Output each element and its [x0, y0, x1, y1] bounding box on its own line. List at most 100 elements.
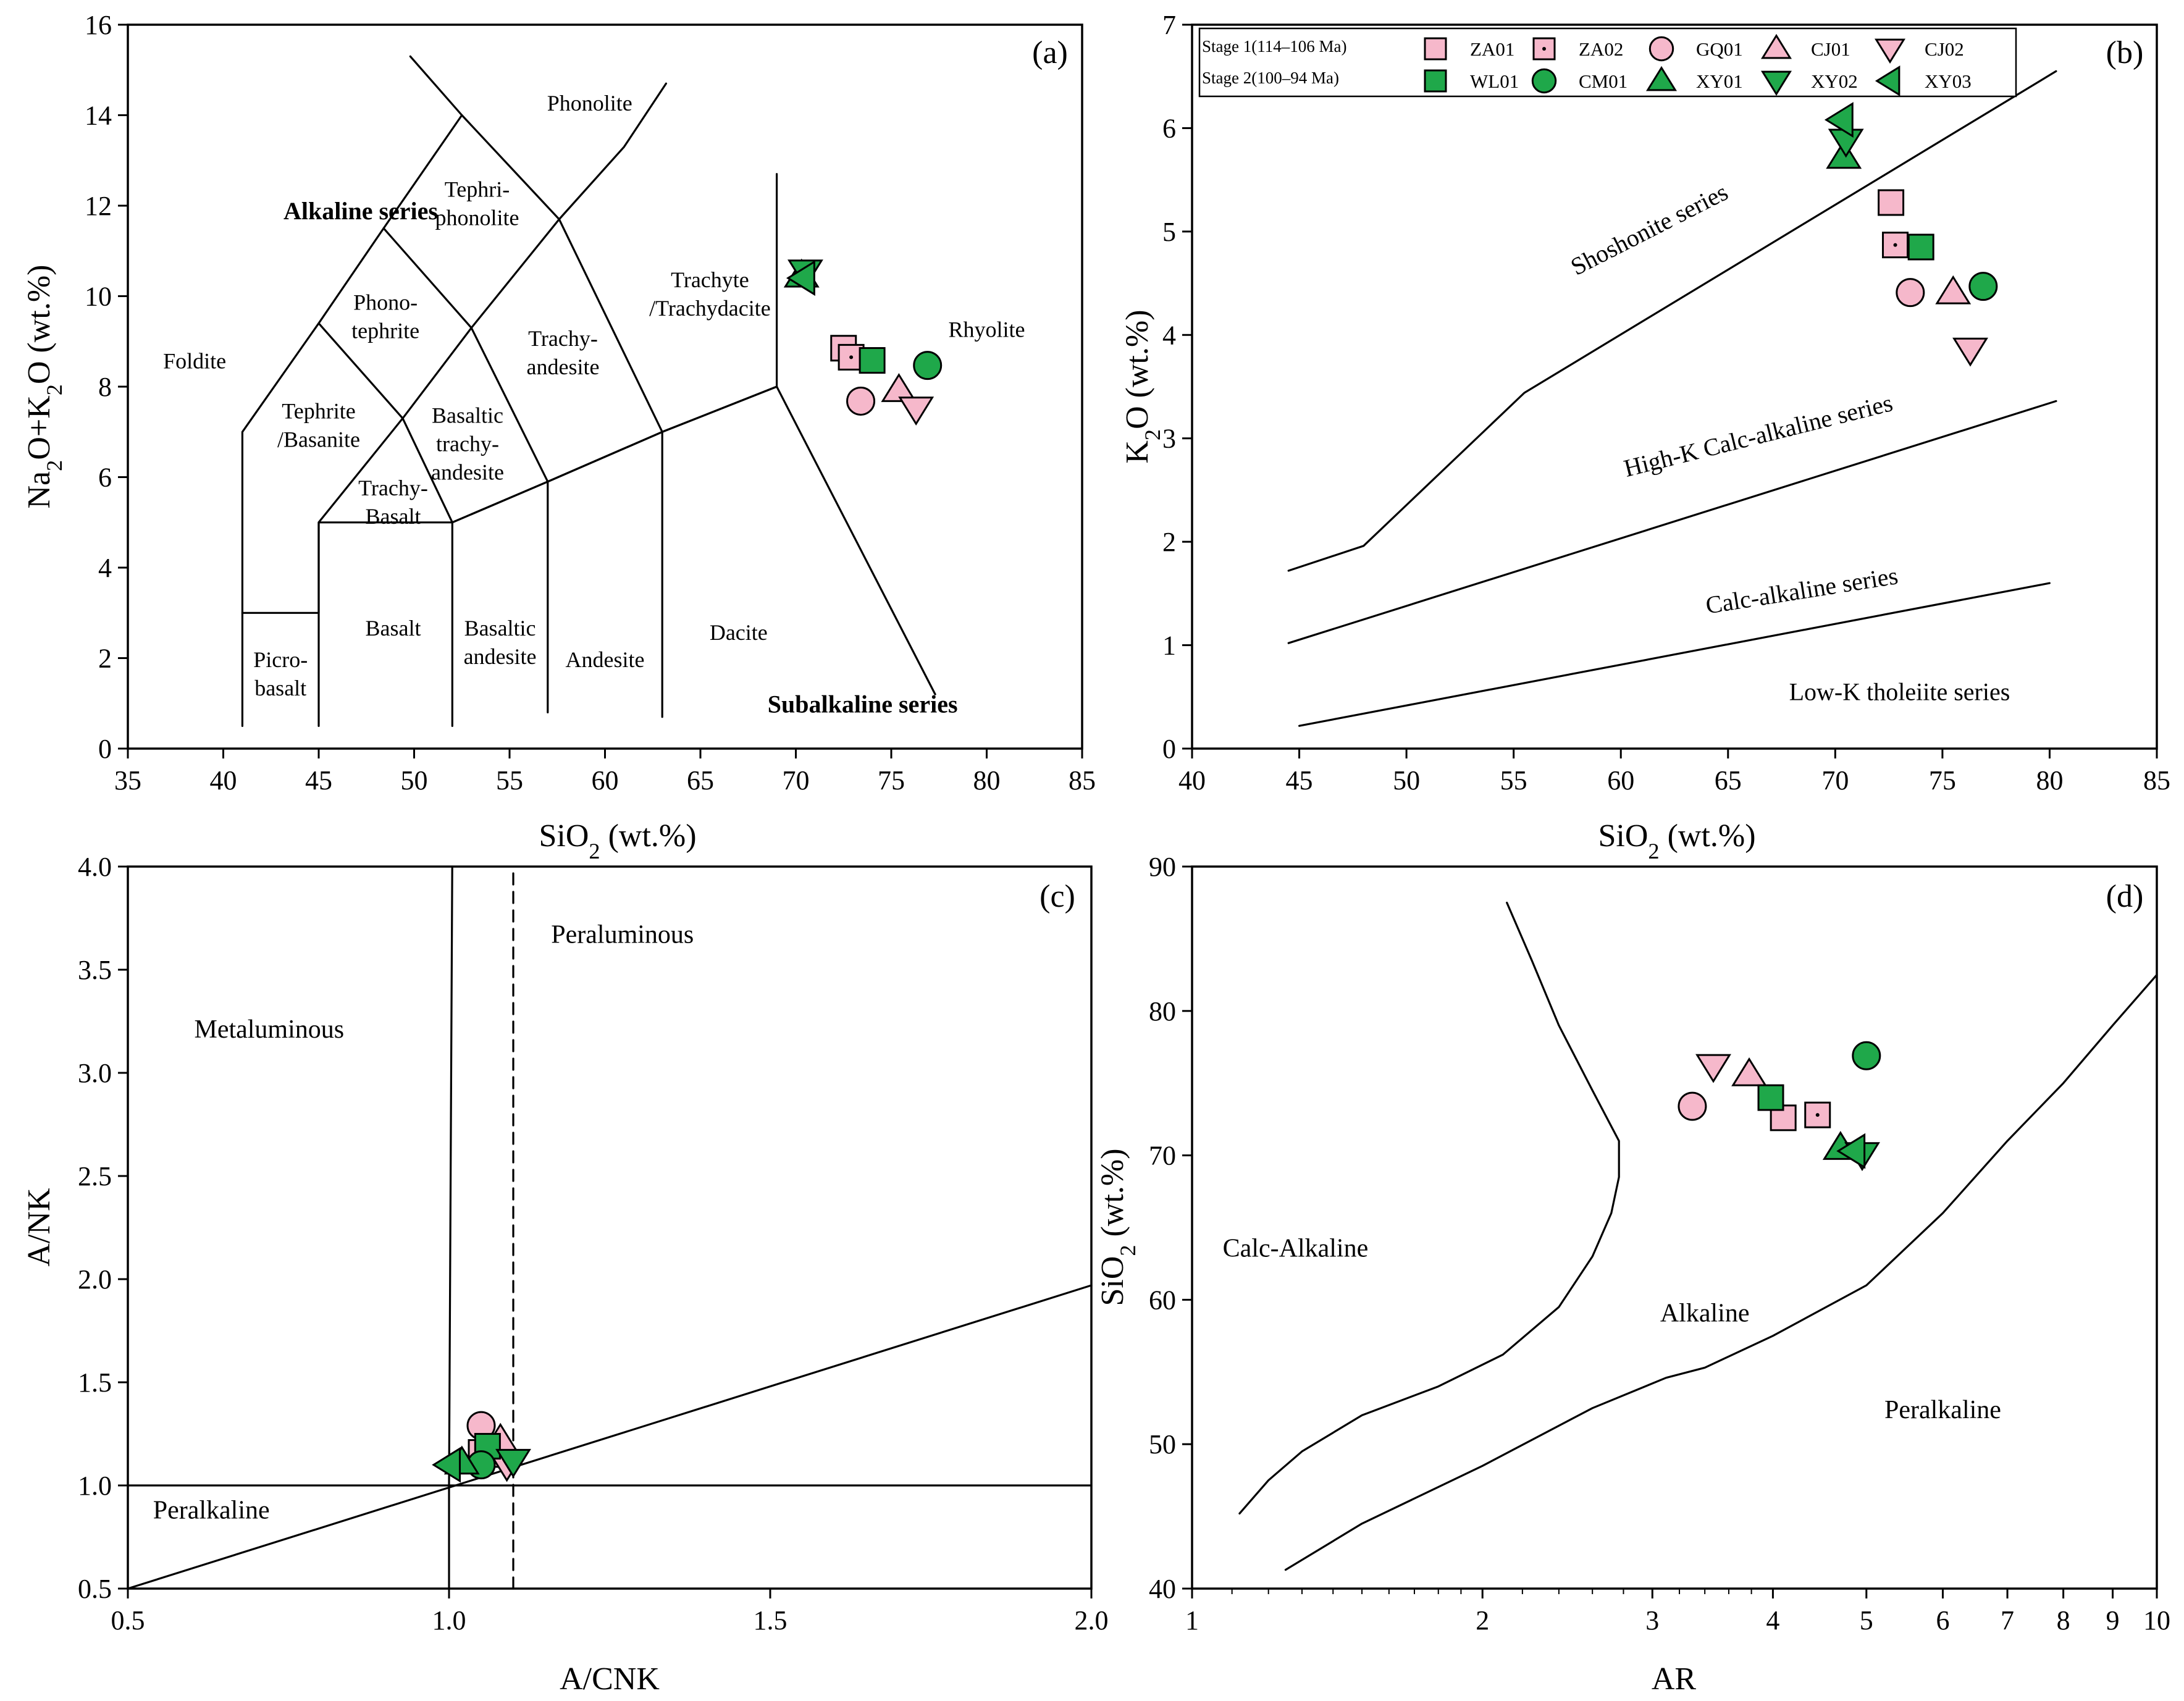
marker-triangle-down — [1952, 337, 1988, 367]
axis-ticks: 0.5 1.0 1.5 2.0 0.5 1.0 1.5 2.0 2.5 3.0 3.5 4.0 — [78, 852, 1109, 1636]
region-label: Shoshonite series — [1566, 178, 1732, 281]
region-label: Calc-alkaline series — [1703, 561, 1899, 620]
x-axis-label: AR — [1652, 1661, 1697, 1697]
legend-marker-xy02 — [1760, 70, 1792, 96]
y-tick-label: 7 — [1162, 10, 1176, 40]
marker-circle — [1531, 68, 1557, 94]
plot-frame — [1191, 23, 2158, 750]
x-tick-label: 0.5 — [111, 1605, 145, 1636]
point-xy03 — [1824, 102, 1854, 138]
y-axis-label: A/NK — [22, 1188, 57, 1267]
region-label: Foldite — [163, 349, 226, 374]
region-label: Phono-tephrite — [351, 290, 419, 343]
marker-triangle-up — [1760, 33, 1792, 59]
sio2-ar-diagram-panel: 1 2 3 4 5 6 7 8 9 10 40 50 60 70 80 90 AR SiO2 (wt.%) (d) C… — [1095, 852, 2170, 1697]
marker-circle — [1678, 1091, 1707, 1121]
marker-dot — [1893, 243, 1897, 247]
panel-tag: (a) — [1032, 35, 1068, 70]
plot-frame — [1191, 865, 2158, 1590]
panel-tag: (b) — [2106, 35, 2144, 70]
x-axis-label: SiO2 (wt.%) — [1598, 818, 1755, 863]
y-tick-label: 10 — [85, 282, 112, 312]
x-tick-label: 55 — [496, 765, 523, 796]
boundary-line — [382, 227, 549, 483]
region-label: Trachy-andesite — [527, 326, 600, 379]
legend-label-cj02: CJ02 — [1925, 38, 1964, 60]
field-boundaries — [127, 865, 1093, 1590]
legend-marker-cj02 — [1874, 38, 1906, 64]
tas-diagram-panel: 35 40 45 50 55 60 65 70 75 80 85 0 2 4 6 8 10 12 14 16 SiO2 … — [22, 10, 1096, 863]
region-label: Metaluminous — [194, 1015, 344, 1044]
x-tick-label: 60 — [1607, 765, 1634, 796]
point-xy03 — [432, 1447, 461, 1483]
marker-triangle-up — [1826, 140, 1862, 169]
region-label: Tephri-phonolite — [435, 177, 519, 230]
marker-square — [1882, 232, 1909, 259]
region-labels: Calc-Alkaline Alkaline Peralkaline — [1223, 1234, 2001, 1424]
region-labels: Shoshonite series High-K Calc-alkaline se… — [1566, 178, 2010, 705]
y-tick-label: 5 — [1162, 217, 1176, 247]
boundary-line — [317, 322, 453, 524]
x-tick-label: 50 — [1393, 765, 1420, 796]
point-za02 — [1804, 1101, 1831, 1128]
x-tick-label: 65 — [1715, 765, 1742, 796]
data-points — [783, 258, 943, 426]
point-wl01 — [859, 347, 886, 374]
marker-triangle-up — [1645, 65, 1678, 91]
point-gq01 — [1896, 278, 1925, 308]
marker-square — [1424, 69, 1447, 93]
x-tick-label: 80 — [973, 765, 1001, 796]
marker-triangle-left — [786, 260, 815, 296]
marker-dot — [1815, 1113, 1820, 1117]
legend-marker-za02 — [1532, 37, 1556, 61]
x-tick-label: 70 — [783, 765, 810, 796]
point-gq01 — [846, 386, 876, 416]
y-tick-label: 2.0 — [78, 1264, 112, 1295]
legend-label-cj01: CJ01 — [1811, 38, 1850, 60]
plot-frame — [127, 865, 1093, 1590]
marker-circle — [913, 351, 943, 380]
x-tick-label: 40 — [1178, 765, 1206, 796]
legend-label-wl01: WL01 — [1470, 70, 1519, 92]
legend-label-za01: ZA01 — [1470, 38, 1514, 60]
marker-triangle-down — [495, 1448, 531, 1478]
marker-square — [1878, 189, 1905, 216]
x-tick-label: 10 — [2143, 1605, 2170, 1636]
boundary-line — [1287, 400, 2057, 644]
x-tick-label: 1.5 — [754, 1605, 788, 1636]
boundary-line — [558, 82, 667, 220]
y-tick-label: 3.0 — [78, 1058, 112, 1088]
y-tick-label: 50 — [1149, 1429, 1176, 1460]
data-points — [1824, 102, 1998, 367]
x-tick-label: 2.0 — [1075, 1605, 1109, 1636]
data-points — [432, 1411, 531, 1483]
legend: Stage 1(114–106 Ma) Stage 2(100–94 Ma) ZA0… — [1198, 27, 2017, 98]
y-tick-label: 1.5 — [78, 1367, 112, 1398]
y-tick-label: 3.5 — [78, 955, 112, 985]
region-label: Trachyte/Trachydacite — [649, 267, 771, 321]
y-tick-label: 80 — [1149, 996, 1176, 1027]
x-tick-label: 4 — [1766, 1605, 1779, 1636]
point-cm01 — [1968, 272, 1998, 301]
boundary-line — [1284, 973, 2158, 1571]
y-tick-label: 12 — [85, 191, 112, 221]
x-tick-label: 7 — [2001, 1605, 2014, 1636]
x-tick-label: 3 — [1645, 1605, 1659, 1636]
region-label: Alkaline — [1660, 1299, 1750, 1327]
marker-triangle-left — [1824, 102, 1854, 138]
point-wl01 — [1907, 233, 1934, 261]
region-label: Picro-basalt — [253, 647, 308, 700]
marker-circle — [1968, 272, 1998, 301]
boundary-line — [448, 865, 453, 1590]
marker-square — [1424, 37, 1447, 61]
data-points — [1678, 1041, 1881, 1172]
x-tick-label: 55 — [1500, 765, 1527, 796]
region-label: Basaltic trachy-andesite — [431, 403, 504, 485]
point-za01 — [1878, 189, 1905, 216]
x-tick-label: 40 — [210, 765, 237, 796]
boundary-line — [1287, 70, 2057, 572]
x-tick-label: 60 — [592, 765, 619, 796]
marker-triangle-down — [1760, 70, 1792, 96]
y-tick-label: 40 — [1149, 1574, 1176, 1604]
